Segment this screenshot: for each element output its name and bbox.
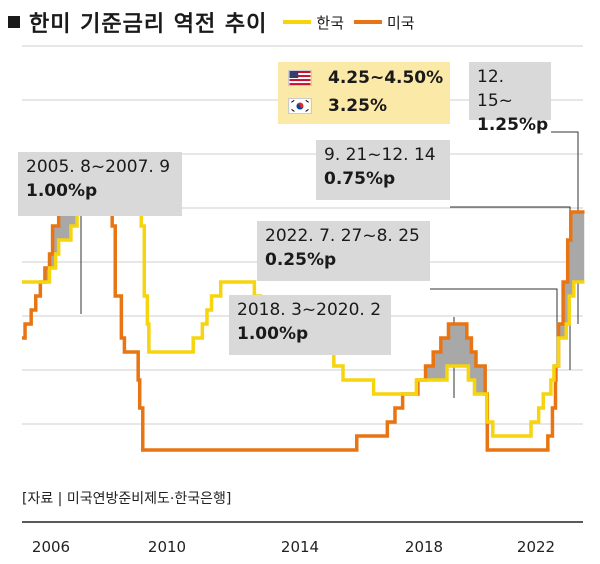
title-bullet-icon (8, 16, 20, 28)
annotation-2022-july: 2022. 7. 27~8. 25 0.25%p (257, 221, 430, 281)
annotation-2005: 2005. 8~2007. 9 1.00%p (18, 152, 182, 216)
annotation-gap: 1.00%p (26, 181, 98, 201)
current-rates-box: 4.25~4.50% 3.25% (278, 62, 450, 124)
legend-swatch-us (354, 20, 382, 24)
legend-item-korea: 한국 (283, 12, 344, 33)
annotation-gap: 0.25%p (265, 250, 337, 270)
chart-title: 한미 기준금리 역전 추이 (29, 12, 268, 37)
annotation-period: 2022. 7. 27~8. 25 (265, 226, 420, 246)
legend-label-korea: 한국 (316, 13, 344, 32)
annotation-period: 9. 21~12. 14 (324, 145, 436, 165)
source-note: [자료 | 미국연방준비제도·한국은행] (22, 491, 232, 507)
annotation-period: 12. 15~ (477, 67, 513, 111)
annotation-2018: 2018. 3~2020. 2 1.00%p (229, 295, 391, 355)
legend-item-us: 미국 (354, 12, 415, 33)
x-tick-label: 2006 (31, 538, 71, 556)
annotation-2022-dec: 12. 15~ 1.25%p (469, 62, 551, 135)
korea-flag-icon (288, 98, 312, 114)
annotation-2022-sep: 9. 21~12. 14 0.75%p (316, 140, 450, 200)
chart-header: 한미 기준금리 역전 추이 한국 미국 (8, 2, 415, 42)
current-row-korea: 3.25% (288, 96, 387, 116)
legend-label-us: 미국 (387, 13, 415, 32)
us-flag-icon (288, 70, 312, 86)
x-tick-label: 2018 (404, 538, 444, 556)
annotation-period: 2005. 8~2007. 9 (26, 157, 171, 177)
current-row-us: 4.25~4.50% (288, 68, 443, 88)
x-tick-label: 2014 (280, 538, 320, 556)
series-line-us (22, 168, 585, 452)
annotation-period: 2018. 3~2020. 2 (237, 300, 382, 320)
legend-swatch-korea (283, 20, 312, 24)
korea-rate-value: 3.25% (328, 96, 387, 116)
annotation-gap: 1.25%p (477, 115, 549, 135)
us-rate-value: 4.25~4.50% (328, 68, 444, 88)
x-tick-label: 2010 (147, 538, 187, 556)
annotation-gap: 0.75%p (324, 169, 396, 189)
annotation-gap: 1.00%p (237, 324, 309, 344)
x-tick-label: 2022 (516, 538, 556, 556)
